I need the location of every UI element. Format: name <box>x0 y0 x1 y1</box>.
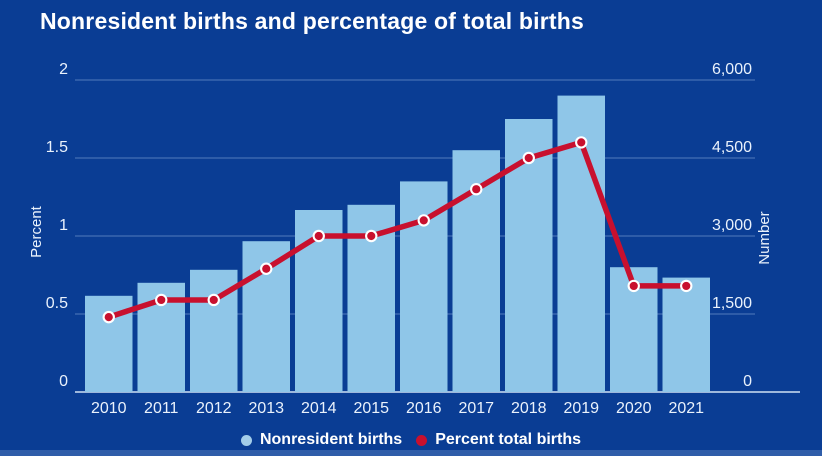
left-tick-1: 1 <box>59 217 68 234</box>
dot-2016 <box>417 214 430 227</box>
x-label-2012: 2012 <box>196 400 232 417</box>
x-label-2014: 2014 <box>301 400 337 417</box>
dot-2017 <box>470 183 483 196</box>
x-label-2011: 2011 <box>144 400 179 417</box>
percent-line <box>106 139 689 320</box>
x-label-2010: 2010 <box>91 400 127 417</box>
x-label-2017: 2017 <box>458 400 494 417</box>
axis-tick-labels: 0 0.5 1 1.5 2 0 1,500 3,000 4,500 6,000 2010 2011 20… <box>46 61 752 417</box>
left-tick-1.5: 1.5 <box>46 139 68 156</box>
legend-label-nonresident-births: Nonresident births <box>259 431 403 448</box>
right-tick-4500: 4,500 <box>712 139 752 156</box>
bar-series-marker-icon <box>240 434 252 446</box>
dot-2012 <box>207 293 220 307</box>
bottom-strip <box>0 450 822 456</box>
left-tick-0.5: 0.5 <box>46 295 68 312</box>
dot-2020 <box>627 279 640 293</box>
left-tick-0: 0 <box>59 373 68 390</box>
dot-2010 <box>102 310 115 324</box>
dot-2018 <box>522 151 535 165</box>
x-label-2019: 2019 <box>563 400 599 417</box>
right-tick-6000: 6,000 <box>712 61 752 78</box>
chart-title: Nonresident births and percentage of tot… <box>40 8 584 34</box>
x-label-2016: 2016 <box>406 400 442 417</box>
left-tick-2: 2 <box>59 61 68 78</box>
dot-2019 <box>575 136 588 149</box>
x-label-2021: 2021 <box>668 400 704 417</box>
line-series-marker-icon <box>416 434 428 446</box>
right-axis-title: Number <box>756 211 773 264</box>
right-tick-1500: 1,500 <box>712 295 752 312</box>
dot-2013 <box>260 262 273 275</box>
right-tick-0: 0 <box>743 373 752 390</box>
x-label-2015: 2015 <box>353 400 389 417</box>
dot-2015 <box>365 229 378 243</box>
legend: Nonresident births Percent total births <box>0 428 822 452</box>
legend-item-nonresident-births: Nonresident births <box>240 431 403 449</box>
dot-2014 <box>312 229 325 243</box>
x-label-2020: 2020 <box>616 400 652 417</box>
line-series <box>102 136 693 324</box>
bar-series <box>85 95 710 392</box>
left-axis-title: Percent <box>28 205 45 258</box>
bar-2021 <box>662 277 710 392</box>
legend-item-percent-total-births: Percent total births <box>416 431 581 449</box>
dot-2011 <box>155 293 168 307</box>
x-label-2013: 2013 <box>248 400 284 417</box>
dot-2021 <box>680 279 693 293</box>
right-tick-3000: 3,000 <box>712 217 752 234</box>
legend-label-percent-total-births: Percent total births <box>435 431 582 448</box>
x-label-2018: 2018 <box>511 400 547 417</box>
